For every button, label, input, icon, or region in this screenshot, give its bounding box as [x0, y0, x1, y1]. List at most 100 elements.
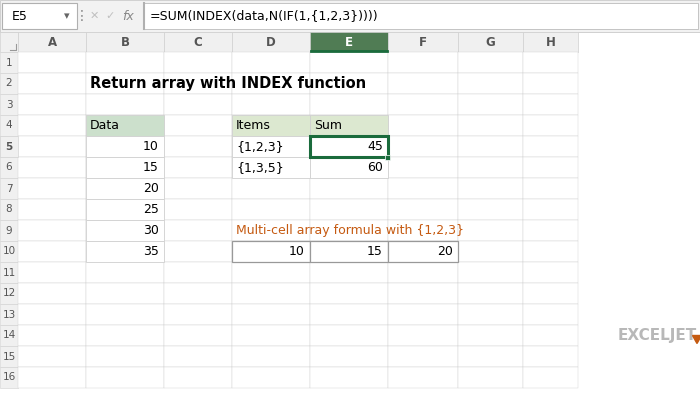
Bar: [388, 136, 458, 157]
Bar: [388, 283, 458, 304]
Bar: [384, 154, 389, 160]
Bar: [310, 115, 388, 136]
Bar: [86, 241, 164, 262]
Text: C: C: [194, 36, 202, 48]
Bar: [310, 220, 388, 241]
Bar: [164, 136, 232, 157]
Bar: [144, 3, 698, 29]
Bar: [18, 94, 86, 115]
Bar: [86, 199, 164, 220]
Bar: [0, 115, 18, 136]
Text: 10: 10: [143, 140, 159, 153]
Bar: [0, 157, 18, 178]
Bar: [388, 325, 458, 346]
Text: fx: fx: [122, 10, 134, 22]
Text: E: E: [345, 36, 353, 48]
Bar: [18, 283, 86, 304]
Bar: [523, 178, 578, 199]
Bar: [164, 94, 232, 115]
Bar: [523, 73, 578, 94]
Text: 3: 3: [6, 100, 13, 110]
Text: 25: 25: [143, 203, 159, 216]
Bar: [18, 178, 86, 199]
Bar: [164, 178, 232, 199]
Bar: [458, 73, 523, 94]
Bar: [388, 241, 458, 262]
Bar: [232, 94, 310, 115]
Bar: [458, 304, 523, 325]
Bar: [523, 241, 578, 262]
Bar: [523, 136, 578, 157]
Bar: [164, 346, 232, 367]
Bar: [164, 325, 232, 346]
Bar: [458, 346, 523, 367]
Text: {1,3,5}: {1,3,5}: [236, 161, 284, 174]
Bar: [523, 367, 578, 388]
Bar: [388, 241, 458, 262]
Bar: [310, 283, 388, 304]
Bar: [18, 241, 86, 262]
Text: Multi-cell array formula with {1,2,3}: Multi-cell array formula with {1,2,3}: [236, 224, 464, 237]
Bar: [388, 32, 458, 52]
Bar: [310, 115, 388, 136]
Bar: [0, 220, 18, 241]
Bar: [523, 262, 578, 283]
Text: 13: 13: [2, 310, 15, 320]
Text: 6: 6: [6, 162, 13, 172]
Text: 2: 2: [6, 78, 13, 88]
Bar: [18, 73, 86, 94]
Text: Return array with INDEX function: Return array with INDEX function: [90, 76, 366, 91]
Bar: [310, 199, 388, 220]
Text: 45: 45: [367, 140, 383, 153]
Bar: [0, 136, 18, 157]
Bar: [86, 325, 164, 346]
Bar: [18, 367, 86, 388]
Text: =SUM(INDEX(data,N(IF(1,{1,2,3})))): =SUM(INDEX(data,N(IF(1,{1,2,3})))): [150, 10, 379, 22]
Bar: [458, 157, 523, 178]
Bar: [458, 52, 523, 73]
Bar: [86, 32, 164, 52]
Bar: [388, 220, 458, 241]
Bar: [86, 94, 164, 115]
Text: ✓: ✓: [105, 11, 115, 21]
Bar: [310, 367, 388, 388]
Text: 11: 11: [2, 268, 15, 278]
Text: ✕: ✕: [90, 11, 99, 21]
Bar: [86, 157, 164, 178]
Bar: [232, 283, 310, 304]
Bar: [310, 325, 388, 346]
Bar: [164, 241, 232, 262]
Text: A: A: [48, 36, 57, 48]
Bar: [523, 220, 578, 241]
Bar: [523, 283, 578, 304]
Text: 1: 1: [6, 58, 13, 68]
Bar: [86, 241, 164, 262]
Bar: [18, 325, 86, 346]
Bar: [0, 304, 18, 325]
Text: 35: 35: [143, 245, 159, 258]
Bar: [388, 262, 458, 283]
Bar: [86, 136, 164, 157]
Text: 60: 60: [367, 161, 383, 174]
Bar: [86, 220, 164, 241]
Bar: [310, 178, 388, 199]
Bar: [232, 220, 310, 241]
Bar: [232, 136, 310, 157]
Bar: [0, 178, 18, 199]
Bar: [18, 304, 86, 325]
Text: Data: Data: [90, 119, 120, 132]
Bar: [164, 73, 232, 94]
Bar: [458, 262, 523, 283]
Bar: [310, 304, 388, 325]
Bar: [0, 367, 18, 388]
Bar: [86, 115, 164, 136]
Bar: [232, 136, 310, 157]
Bar: [18, 220, 86, 241]
Bar: [164, 115, 232, 136]
Bar: [164, 157, 232, 178]
Bar: [232, 262, 310, 283]
Bar: [164, 32, 232, 52]
Bar: [458, 32, 523, 52]
Bar: [310, 136, 388, 157]
Bar: [18, 52, 86, 73]
